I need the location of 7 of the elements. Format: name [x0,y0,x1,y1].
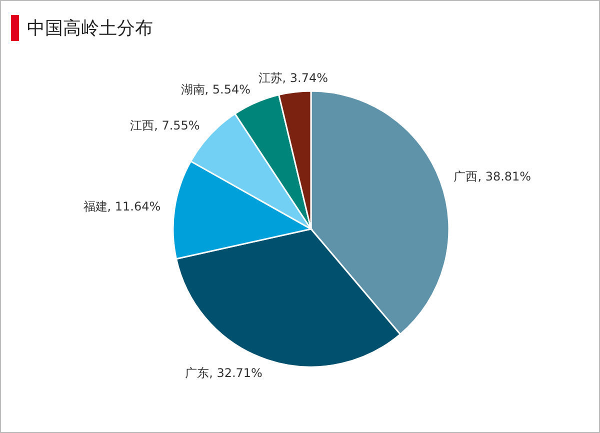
chart-title: 中国高岭土分布 [27,17,153,40]
slice-label: 广西, 38.81% [454,170,532,184]
slice-label: 江苏, 3.74% [258,71,328,86]
slice-label: 福建, 11.64% [83,200,161,214]
slice-label: 江西, 7.55% [130,118,200,132]
slice-label: 广东, 32.71% [185,366,262,380]
slice-label: 湖南, 5.54% [180,82,251,97]
